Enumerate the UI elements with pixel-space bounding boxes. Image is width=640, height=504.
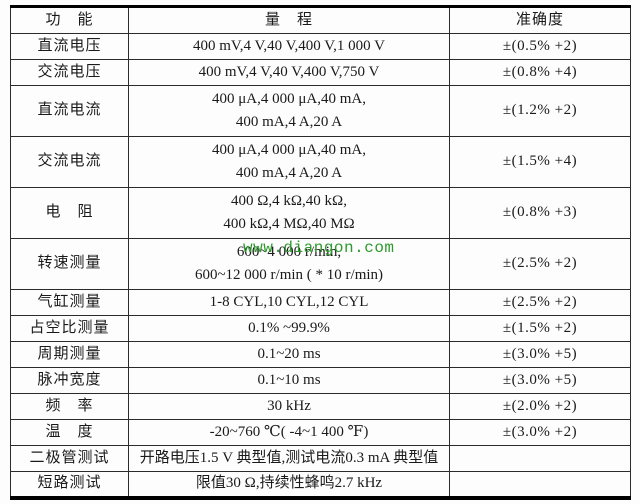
table-row: 气缸测量 1-8 CYL,10 CYL,12 CYL ±(2.5% +2) (10, 289, 631, 316)
range-cell: 400 Ω,4 kΩ,40 kΩ, 400 kΩ,4 MΩ,40 MΩ (128, 187, 450, 239)
accuracy-cell: ±(0.5% +2) (449, 33, 631, 60)
range-cell: 30 kHz (128, 393, 450, 420)
range-cell: 0.1% ~99.9% (128, 315, 450, 342)
accuracy-cell: ±(0.8% +3) (449, 187, 631, 239)
table-row: 周期测量 0.1~20 ms ±(3.0% +5) (10, 341, 631, 368)
function-cell: 直流电流 (10, 85, 129, 137)
function-cell: 频 率 (10, 393, 129, 420)
accuracy-cell: ±(1.5% +4) (449, 136, 631, 188)
col-header-function: 功 能 (10, 6, 129, 34)
accuracy-cell: ±(3.0% +5) (449, 367, 631, 394)
table-row: 脉冲宽度 0.1~10 ms ±(3.0% +5) (10, 367, 631, 394)
range-line: 400 Ω,4 kΩ,40 kΩ, (231, 192, 347, 209)
range-line: 30 kHz (267, 397, 311, 414)
table-row: 直流电压 400 mV,4 V,40 V,400 V,1 000 V ±(0.5% … (10, 33, 631, 60)
range-cell: 0.1~20 ms (128, 341, 450, 368)
range-line: 600~4 000 r/min, (236, 243, 342, 260)
table-row: 频 率 30 kHz ±(2.0% +2) (10, 393, 631, 420)
range-line: 400 kΩ,4 MΩ,40 MΩ (223, 216, 355, 232)
range-cell: 0.1~10 ms (128, 367, 450, 394)
accuracy-cell: ±(2.0% +2) (449, 393, 631, 420)
table-row: 直流电流 400 μA,4 000 μA,40 mA, 400 mA,4 A,20 … (10, 85, 631, 137)
accuracy-cell: ±(0.8% +4) (449, 59, 631, 86)
header-row: 功 能 量 程 准确度 (10, 6, 631, 34)
function-cell: 转速测量 (10, 238, 129, 290)
range-line: 400 mA,4 A,20 A (235, 165, 343, 181)
range-cell: 限值30 Ω,持续性蜂鸣2.7 kHz (128, 471, 450, 498)
range-line: 400 μA,4 000 μA,40 mA, (212, 141, 366, 158)
range-line: 限值30 Ω,持续性蜂鸣2.7 kHz (195, 475, 383, 492)
table-row: 占空比测量 0.1% ~99.9% ±(1.5% +2) (10, 315, 631, 342)
table-row: 短路测试 限值30 Ω,持续性蜂鸣2.7 kHz (10, 471, 631, 498)
accuracy-cell: ±(1.2% +2) (449, 85, 631, 137)
range-cell: 开路电压1.5 V 典型值,测试电流0.3 mA 典型值 (128, 445, 450, 472)
range-cell: 600~4 000 r/min, 600~12 000 r/min ( * 10 … (128, 238, 450, 290)
range-line: -20~760 ℃( -4~1 400 ℉) (209, 423, 369, 440)
table-row: 二极管测试 开路电压1.5 V 典型值,测试电流0.3 mA 典型值 (10, 445, 631, 472)
function-cell: 二极管测试 (10, 445, 129, 472)
range-cell: -20~760 ℃( -4~1 400 ℉) (128, 419, 450, 446)
function-cell: 交流电流 (10, 136, 129, 188)
accuracy-cell: ±(2.5% +2) (449, 289, 631, 316)
accuracy-cell: ±(2.5% +2) (449, 238, 631, 290)
range-cell: 400 mV,4 V,40 V,400 V,1 000 V (128, 33, 450, 60)
range-line: 0.1% ~99.9% (248, 319, 330, 336)
table-row: 交流电压 400 mV,4 V,40 V,400 V,750 V ±(0.8% +4… (10, 59, 631, 86)
range-line: 600~12 000 r/min ( * 10 r/min) (194, 267, 384, 283)
range-line: 1-8 CYL,10 CYL,12 CYL (209, 293, 369, 310)
table-row: 转速测量 600~4 000 r/min, 600~12 000 r/min ( *… (10, 238, 631, 290)
accuracy-cell (449, 445, 631, 472)
range-line: 开路电压1.5 V 典型值,测试电流0.3 mA 典型值 (139, 449, 439, 466)
range-cell: 400 μA,4 000 μA,40 mA, 400 mA,4 A,20 A (128, 85, 450, 137)
col-header-accuracy: 准确度 (449, 6, 631, 34)
range-line: 400 mA,4 A,20 A (235, 114, 343, 130)
range-cell: 400 μA,4 000 μA,40 mA, 400 mA,4 A,20 A (128, 136, 450, 188)
range-line: 400 μA,4 000 μA,40 mA, (212, 90, 366, 107)
accuracy-cell (449, 471, 631, 498)
range-line: 400 mV,4 V,40 V,400 V,750 V (198, 63, 380, 80)
range-line: 0.1~10 ms (257, 371, 321, 388)
function-cell: 周期测量 (10, 341, 129, 368)
table-body: 直流电压 400 mV,4 V,40 V,400 V,1 000 V ±(0.5% … (10, 33, 631, 498)
col-header-range: 量 程 (128, 6, 450, 34)
accuracy-cell: ±(3.0% +5) (449, 341, 631, 368)
function-cell: 温 度 (10, 419, 129, 446)
function-cell: 脉冲宽度 (10, 367, 129, 394)
function-cell: 占空比测量 (10, 315, 129, 342)
accuracy-cell: ±(1.5% +2) (449, 315, 631, 342)
table-row: 交流电流 400 μA,4 000 μA,40 mA, 400 mA,4 A,20 … (10, 136, 631, 188)
function-cell: 交流电压 (10, 59, 129, 86)
range-cell: 1-8 CYL,10 CYL,12 CYL (128, 289, 450, 316)
table-header: 功 能 量 程 准确度 (10, 6, 631, 34)
range-line: 400 mV,4 V,40 V,400 V,1 000 V (192, 37, 385, 54)
range-line: 0.1~20 ms (257, 345, 321, 362)
table-row: 温 度 -20~760 ℃( -4~1 400 ℉) ±(3.0% +2) (10, 419, 631, 446)
range-cell: 400 mV,4 V,40 V,400 V,750 V (128, 59, 450, 86)
accuracy-cell: ±(3.0% +2) (449, 419, 631, 446)
spec-table: 功 能 量 程 准确度 直流电压 400 mV,4 V,40 V,400 V,1 … (10, 5, 631, 500)
function-cell: 直流电压 (10, 33, 129, 60)
function-cell: 电 阻 (10, 187, 129, 239)
function-cell: 短路测试 (10, 471, 129, 498)
function-cell: 气缸测量 (10, 289, 129, 316)
table-row: 电 阻 400 Ω,4 kΩ,40 kΩ, 400 kΩ,4 MΩ,40 MΩ ±(0… (10, 187, 631, 239)
